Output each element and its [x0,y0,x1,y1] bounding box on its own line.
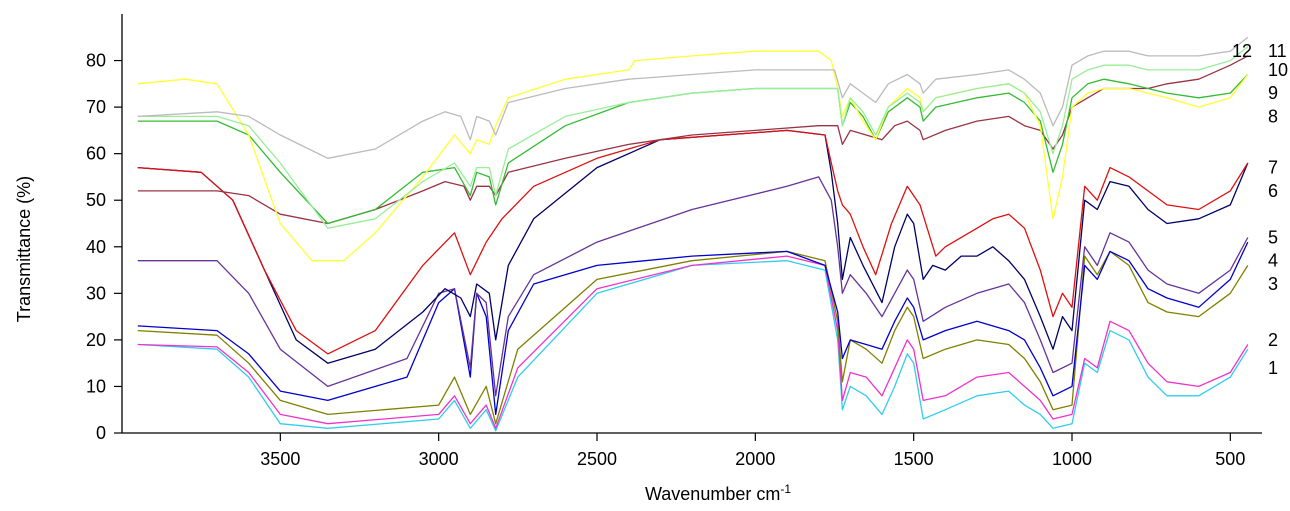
y-tick-label: 20 [86,330,106,350]
series-line-9 [137,74,1249,225]
y-tick-label: 70 [86,97,106,117]
y-axis-title: Transmittance (%) [14,176,34,322]
series-label-6: 6 [1268,181,1278,201]
x-axis-title-superscript: -1 [780,482,791,496]
series-line-8 [137,55,1249,225]
series-label-8: 8 [1268,106,1278,126]
series-label-3: 3 [1268,274,1278,294]
series-line-7 [137,129,1249,355]
series-label-11: 11 [1268,41,1287,61]
y-tick-label: 10 [86,376,106,396]
series-label-10: 10 [1268,60,1288,80]
series-label-4: 4 [1268,251,1278,271]
series-line-11 [137,46,1249,229]
series-label-2: 2 [1268,330,1278,350]
x-tick-label: 2500 [577,449,617,469]
x-tick-label: 1000 [1052,449,1092,469]
y-tick-label: 30 [86,283,106,303]
y-axis-ticks: 0 10 20 30 40 50 60 70 80 [86,51,122,443]
series-label-7: 7 [1268,158,1278,178]
y-tick-label: 60 [86,144,106,164]
series-line-5 [137,176,1249,397]
x-tick-label: 3500 [260,449,300,469]
series-line-1 [137,260,1249,432]
series-label-12: 12 [1232,41,1252,61]
axes [121,14,1262,434]
x-axis-ticks: 3500 3000 2500 2000 1500 1000 500 [260,433,1245,469]
series-line-12 [137,36,1249,159]
series-label-5: 5 [1268,227,1278,247]
series-line-6 [137,129,1249,364]
x-tick-label: 3000 [419,449,459,469]
x-tick-label: 500 [1215,449,1245,469]
x-tick-label: 2000 [735,449,775,469]
series-line-10 [137,50,1249,262]
series-label-1: 1 [1268,358,1278,378]
y-tick-label: 50 [86,190,106,210]
series-line-4 [137,241,1249,416]
series-line-3 [137,250,1249,425]
plot-lines [137,36,1249,432]
y-tick-label: 0 [96,423,106,443]
x-tick-label: 1500 [894,449,934,469]
x-axis-title: Wavenumber cm-1 [645,482,791,504]
series-label-9: 9 [1268,83,1278,103]
y-tick-label: 40 [86,237,106,257]
y-tick-label: 80 [86,51,106,71]
series-line-2 [137,255,1249,429]
